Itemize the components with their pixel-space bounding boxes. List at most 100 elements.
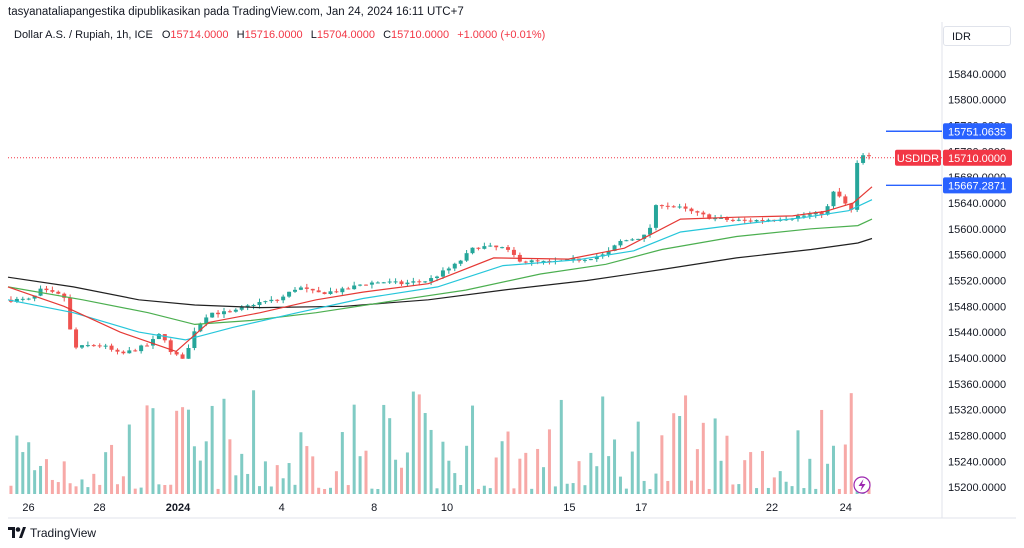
candle-body (689, 208, 694, 212)
candle-body (340, 288, 345, 293)
candle-body (216, 312, 221, 315)
volume-bar (565, 483, 569, 494)
lightning-icon[interactable] (853, 476, 871, 494)
volume-bar (482, 485, 486, 494)
candle-body (352, 285, 357, 290)
volume-bar (695, 449, 699, 494)
volume-bars (9, 390, 871, 494)
volume-bar (784, 481, 788, 494)
candle-body (346, 288, 351, 290)
candle-body (79, 345, 84, 348)
volume-bar (583, 485, 587, 494)
candle-body (636, 238, 641, 240)
candle-body (239, 307, 244, 310)
volume-bar (246, 473, 250, 494)
volume-bar (553, 486, 557, 494)
candle-body (760, 220, 765, 222)
volume-bar (749, 452, 753, 494)
candle-body (411, 281, 416, 283)
volume-bar (826, 463, 830, 494)
volume-bar (127, 424, 131, 494)
candle-body (535, 260, 540, 262)
x-tick-label: 22 (766, 502, 778, 514)
volume-bar (524, 452, 528, 494)
volume-bar (654, 473, 658, 494)
ema-mid-line (7, 199, 873, 341)
candle-body (168, 340, 173, 353)
candle-body (446, 268, 451, 271)
low-label: L (310, 29, 317, 41)
publisher-credit: tasyanataliapangestika dipublikasikan pa… (8, 6, 464, 18)
candle-body (204, 317, 209, 324)
candle-body (245, 305, 250, 308)
footer-brand[interactable]: TradingView (8, 526, 96, 540)
candle-body (511, 249, 516, 255)
volume-bar (281, 478, 285, 494)
volume-bar (595, 466, 599, 494)
volume-bar (707, 488, 711, 494)
volume-bar (216, 488, 220, 494)
candle-body (582, 259, 587, 261)
candle-body (452, 263, 457, 269)
volume-bar (488, 488, 492, 494)
x-tick-label: 24 (840, 502, 852, 514)
volume-bar (257, 486, 261, 494)
candle-body (494, 245, 499, 248)
volume-bar (74, 486, 78, 494)
volume-bar (843, 444, 847, 494)
candle-body (671, 206, 676, 208)
ema-trend-line (7, 237, 873, 309)
volume-bar (175, 410, 179, 494)
volume-bar (808, 458, 812, 494)
volume-bar (269, 486, 273, 494)
volume-bar (500, 441, 504, 494)
volume-bar (334, 471, 338, 494)
candle-body (429, 278, 434, 282)
candle-body (316, 290, 321, 293)
candle-body (594, 256, 599, 260)
candle-body (423, 281, 428, 283)
volume-bar (642, 480, 646, 494)
volume-bar (346, 485, 350, 494)
x-tick-label: 15 (563, 502, 575, 514)
volume-bar (186, 409, 190, 494)
footer-brand-label: TradingView (30, 526, 97, 540)
open-label: O (161, 29, 171, 41)
candle-body (109, 345, 114, 350)
candle-body (14, 298, 19, 302)
candle-body (653, 205, 658, 228)
symbol-tag-label: USDIDR (897, 153, 939, 165)
candle-body (334, 291, 339, 293)
candle-body (807, 214, 812, 216)
candle-body (736, 219, 741, 221)
volume-bar (299, 432, 303, 494)
candle-body (861, 155, 866, 163)
y-tick-label: 15240.0000 (948, 456, 1006, 468)
volume-bar (435, 488, 439, 494)
candle-body (766, 219, 771, 221)
candle-body (210, 312, 215, 318)
volume-bar (317, 487, 321, 494)
candle-body (156, 334, 161, 340)
price-tag-box (943, 149, 1012, 166)
high-label: H (236, 29, 245, 41)
volume-bar (849, 393, 853, 494)
candle-body (618, 240, 623, 246)
volume-bar (494, 457, 498, 494)
candle-body (405, 282, 410, 285)
candle-body (115, 349, 120, 352)
candle-body (849, 203, 854, 210)
volume-bar (613, 439, 617, 494)
y-tick-label: 15440.0000 (948, 327, 1006, 339)
high-value: 15716.0000 (244, 29, 303, 41)
volume-bar (778, 471, 782, 494)
volume-bar (68, 483, 72, 494)
candle-body (139, 345, 144, 352)
volume-bar (719, 460, 723, 494)
candle-body (263, 301, 268, 303)
candle-body (298, 287, 303, 290)
volume-bar (80, 479, 84, 494)
volume-bar (666, 480, 670, 494)
currency-selector[interactable]: IDR (943, 26, 1011, 46)
